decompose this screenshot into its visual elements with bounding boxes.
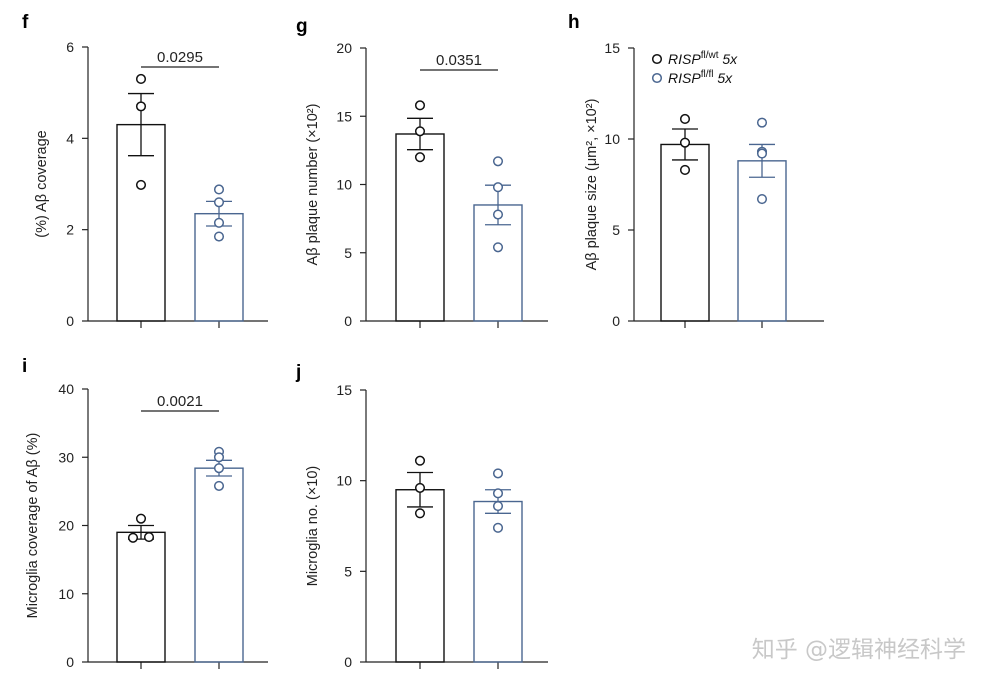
legend-entry: RISPfl/fl 5x bbox=[668, 69, 733, 86]
y-tick-label: 0 bbox=[66, 654, 74, 670]
data-point bbox=[492, 501, 504, 512]
panel-letter: h bbox=[568, 12, 580, 33]
y-tick-label: 0 bbox=[612, 313, 620, 329]
panel-letter: g bbox=[296, 16, 308, 37]
data-point bbox=[135, 513, 147, 524]
data-point bbox=[143, 532, 155, 543]
data-point bbox=[492, 468, 504, 479]
y-tick-label: 30 bbox=[58, 449, 74, 465]
y-tick-label: 5 bbox=[344, 563, 352, 579]
data-point bbox=[135, 73, 147, 85]
data-point bbox=[679, 164, 691, 175]
panel-letter: i bbox=[22, 356, 27, 377]
data-point bbox=[135, 101, 147, 112]
y-axis-label: Aβ plaque number (×10²) bbox=[305, 104, 321, 266]
data-point bbox=[213, 480, 225, 491]
y-tick-label: 15 bbox=[336, 382, 352, 398]
data-point bbox=[679, 113, 691, 125]
panel-i: i 0 10 20 30 40 Microglia coverage of Aβ (%) 0.… bbox=[22, 356, 268, 670]
y-axis-label: Aβ plaque size (μm², ×10²) bbox=[584, 99, 600, 271]
data-point bbox=[492, 242, 504, 253]
bar-fl-fl bbox=[194, 212, 244, 322]
data-point bbox=[127, 532, 139, 543]
data-point bbox=[213, 197, 225, 208]
panel-j: j 0 5 10 15 Microglia no. (×10) bbox=[295, 362, 548, 670]
y-axis-label: Microglia no. (×10) bbox=[305, 466, 321, 586]
data-point bbox=[679, 137, 691, 148]
y-tick-label: 2 bbox=[66, 222, 74, 238]
y-tick-label: 6 bbox=[66, 39, 74, 55]
legend-marker bbox=[651, 53, 663, 65]
data-point bbox=[756, 148, 768, 159]
data-point bbox=[492, 156, 504, 167]
legend-marker bbox=[651, 72, 663, 84]
y-tick-label: 10 bbox=[604, 131, 620, 147]
data-point bbox=[414, 482, 426, 493]
y-tick-label: 15 bbox=[604, 40, 620, 56]
y-tick-label: 15 bbox=[336, 108, 352, 124]
panel-letter: j bbox=[295, 362, 301, 383]
bar-fl-fl bbox=[737, 160, 787, 322]
data-point bbox=[414, 508, 426, 519]
p-value-label: 0.0351 bbox=[436, 52, 482, 69]
data-point bbox=[135, 179, 147, 190]
data-point bbox=[492, 488, 504, 499]
bar-fl-fl bbox=[194, 467, 244, 663]
data-point bbox=[756, 194, 768, 205]
p-value-label: 0.0021 bbox=[157, 393, 203, 410]
p-value-label: 0.0295 bbox=[157, 49, 203, 66]
y-axis-label: Microglia coverage of Aβ (%) bbox=[25, 433, 41, 619]
y-tick-label: 40 bbox=[58, 381, 74, 397]
y-tick-label: 5 bbox=[612, 222, 620, 238]
panel-h: h 0 5 10 15 Aβ plaque size (μm², ×10²) bbox=[568, 12, 824, 329]
data-point bbox=[492, 182, 504, 193]
bar-fl-wt bbox=[116, 531, 166, 663]
panel-f: f 0 2 4 6 (%) Aβ coverage 0.0295 bbox=[22, 12, 268, 329]
y-tick-label: 5 bbox=[344, 245, 352, 261]
y-tick-label: 20 bbox=[336, 40, 352, 56]
y-tick-label: 0 bbox=[344, 313, 352, 329]
y-axis-label: (%) Aβ coverage bbox=[34, 130, 50, 237]
y-tick-label: 0 bbox=[66, 313, 74, 329]
data-point bbox=[213, 217, 225, 228]
data-point bbox=[414, 152, 426, 163]
panel-g: g 0 5 10 15 20 Aβ plaque number (×10²) 0.0351 bbox=[296, 16, 548, 329]
y-tick-label: 10 bbox=[58, 586, 74, 602]
y-tick-label: 0 bbox=[344, 654, 352, 670]
data-point bbox=[414, 126, 426, 137]
data-point bbox=[492, 522, 504, 533]
y-tick-label: 20 bbox=[58, 518, 74, 534]
data-point bbox=[492, 209, 504, 220]
data-point bbox=[414, 455, 426, 466]
y-tick-label: 10 bbox=[336, 473, 352, 489]
data-point bbox=[213, 452, 225, 463]
legend: RISPfl/wt 5x RISPfl/fl 5x bbox=[651, 50, 738, 86]
data-point bbox=[756, 117, 768, 128]
watermark-text: 知乎 @逻辑神经科学 bbox=[752, 637, 966, 663]
y-tick-label: 4 bbox=[66, 130, 74, 146]
data-point bbox=[213, 231, 225, 242]
y-tick-label: 10 bbox=[336, 177, 352, 193]
data-point bbox=[414, 100, 426, 111]
data-point bbox=[213, 184, 225, 195]
data-point bbox=[213, 463, 225, 474]
legend-entry: RISPfl/wt 5x bbox=[668, 50, 738, 67]
panel-letter: f bbox=[22, 12, 29, 33]
